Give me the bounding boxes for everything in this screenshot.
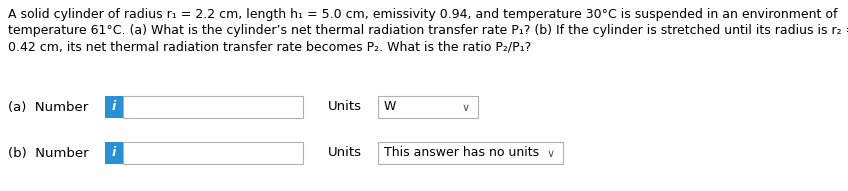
Bar [105, 142, 123, 164]
Text: W: W [384, 100, 396, 113]
Text: ∨: ∨ [462, 103, 470, 113]
Text: This answer has no units: This answer has no units [384, 146, 539, 159]
Text: 0.42 cm, its net thermal radiation transfer rate becomes P₂. What is the ratio P: 0.42 cm, its net thermal radiation trans… [8, 40, 531, 53]
Bar [123, 142, 303, 164]
Bar [378, 142, 563, 164]
Text: Units: Units [328, 100, 362, 113]
Text: A solid cylinder of radius r₁ = 2.2 cm, length h₁ = 5.0 cm, emissivity 0.94, and: A solid cylinder of radius r₁ = 2.2 cm, … [8, 8, 838, 21]
Bar [123, 96, 303, 118]
Bar [105, 96, 123, 118]
Text: (b)  Number: (b) Number [8, 146, 89, 159]
Text: i: i [112, 146, 116, 159]
Text: i: i [112, 100, 116, 113]
Text: ∨: ∨ [547, 149, 555, 159]
Text: (a)  Number: (a) Number [8, 100, 88, 113]
Bar [378, 96, 478, 118]
Text: temperature 61°C. (a) What is the cylinder’s net thermal radiation transfer rate: temperature 61°C. (a) What is the cylind… [8, 24, 848, 37]
Text: Units: Units [328, 146, 362, 159]
